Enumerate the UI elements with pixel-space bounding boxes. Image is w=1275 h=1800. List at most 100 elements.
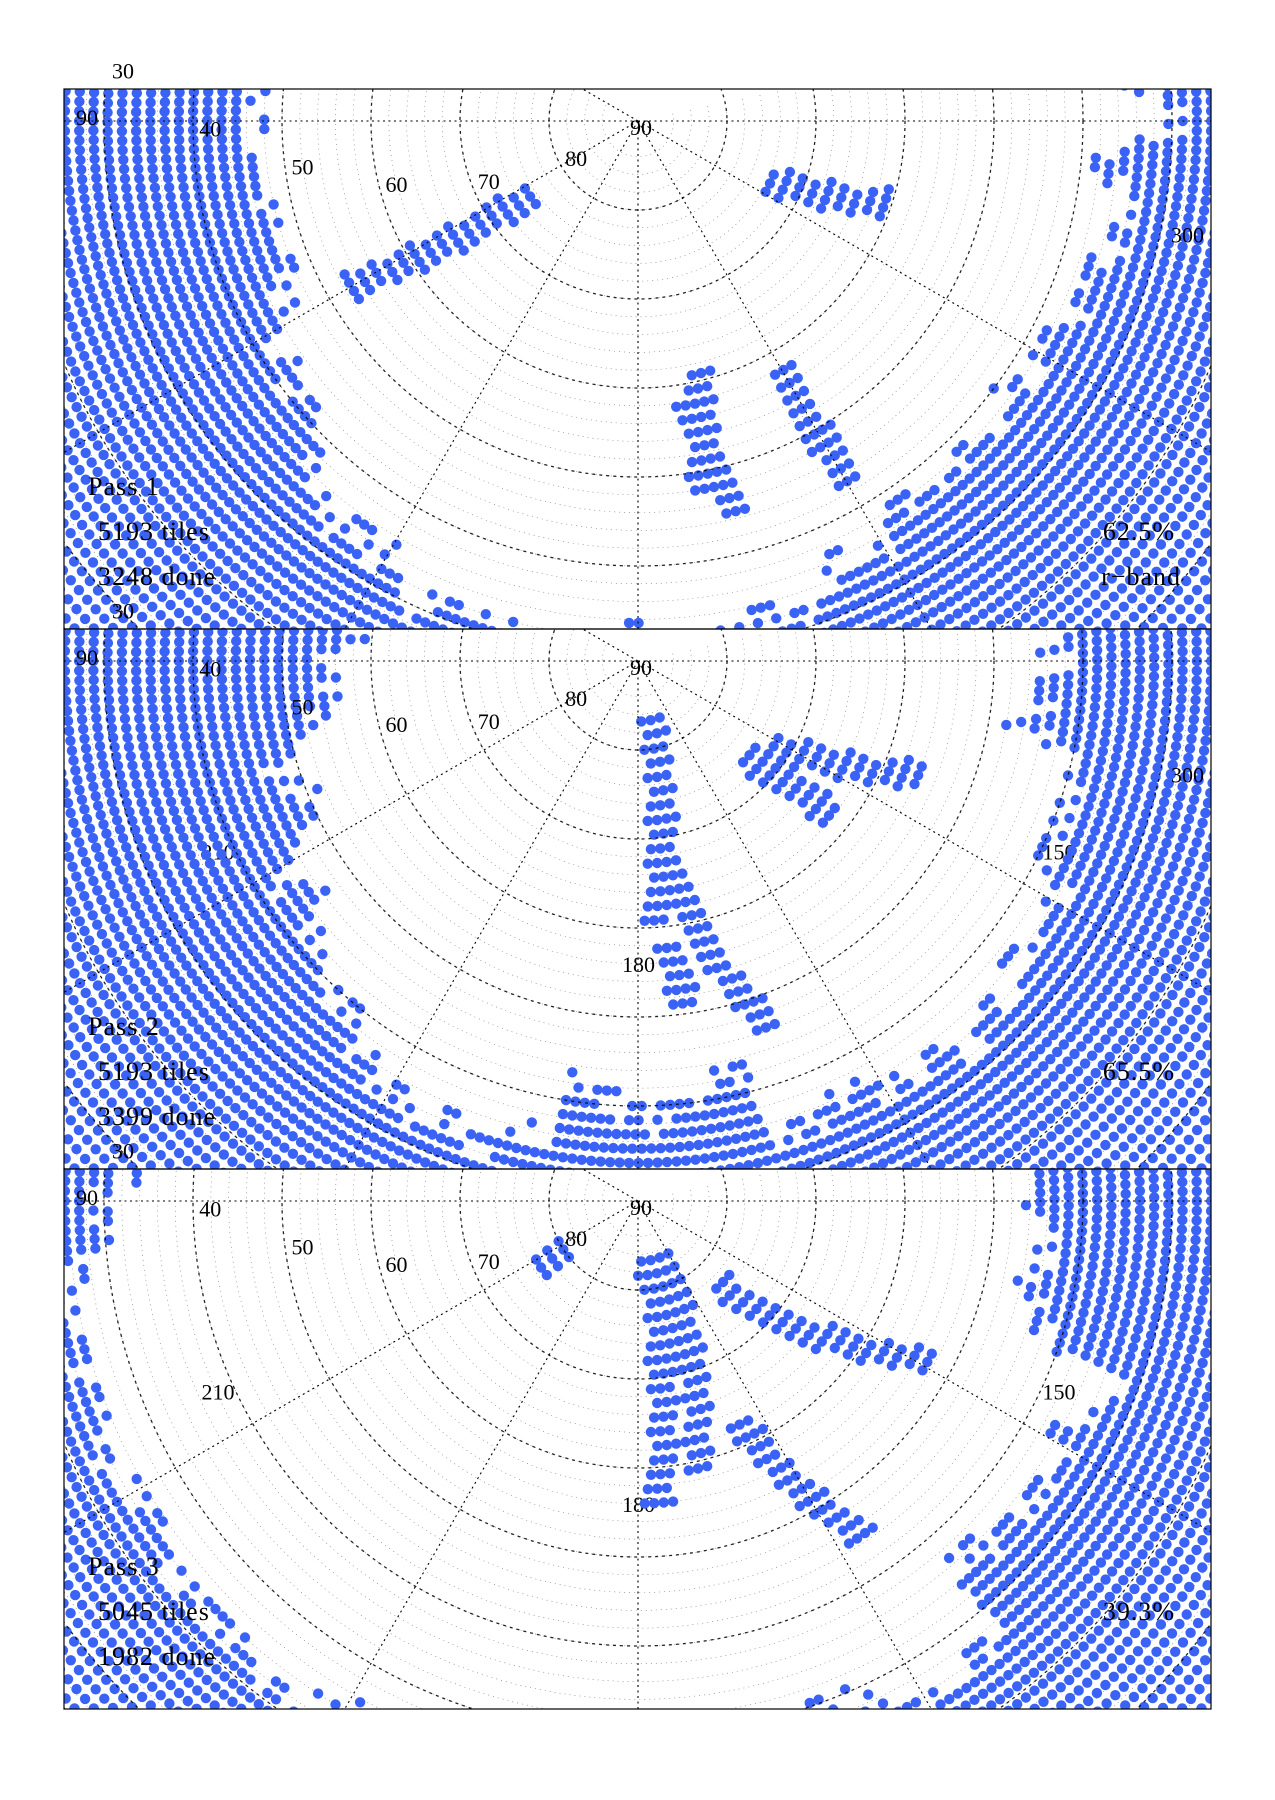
- tile-point: [601, 717, 611, 727]
- tile-point: [1225, 286, 1235, 296]
- tile-point: [873, 683, 883, 693]
- tile-point: [1175, 68, 1185, 78]
- tile-point: [1045, 802, 1055, 812]
- tile-point: [1156, 266, 1166, 276]
- tile-point: [91, 604, 101, 614]
- tile-point: [1227, 210, 1237, 220]
- tile-point: [953, 835, 963, 845]
- tile-point: [1234, 116, 1244, 126]
- tile-point: [119, 401, 129, 411]
- tile-point: [47, 662, 57, 672]
- tile-point: [1017, 685, 1027, 695]
- tile-point: [165, 494, 175, 504]
- tile-point: [643, 703, 653, 713]
- tile-point: [1204, 347, 1214, 357]
- tile-point: [942, 697, 952, 707]
- tile-point: [432, 817, 442, 827]
- tile-point: [78, 184, 88, 194]
- tile-point: [420, 858, 430, 868]
- tile-point: [1012, 773, 1022, 783]
- tile-point: [14, 445, 24, 455]
- tile-point: [944, 614, 954, 624]
- tile-point: [52, 272, 62, 282]
- tile-point: [407, 704, 417, 714]
- tile-point: [1154, 495, 1164, 505]
- tile-point: [164, 618, 174, 628]
- tile-point: [623, 689, 633, 699]
- tile-point: [1209, 4, 1219, 14]
- tile-point: [1131, 427, 1141, 437]
- tile-point: [682, 673, 692, 683]
- tile-point: [86, 0, 96, 10]
- tile-point: [863, 868, 873, 878]
- tile-point: [508, 617, 518, 627]
- tile-point: [511, 690, 521, 700]
- tile-point: [44, 593, 54, 603]
- tile-point: [504, 849, 514, 859]
- tile-point: [969, 615, 979, 625]
- tile-point: [62, 66, 72, 76]
- tile-point: [1267, 4, 1275, 14]
- tile-point: [1003, 626, 1013, 636]
- tile-point: [134, 59, 144, 69]
- tile-point: [1076, 544, 1086, 554]
- tile-point: [640, 632, 650, 642]
- tile-point: [689, 758, 699, 768]
- tile-point: [147, 602, 157, 612]
- tile-point: [1238, 336, 1248, 346]
- tile-point: [192, 605, 202, 615]
- tile-point: [1019, 785, 1029, 795]
- tile-point: [1148, 548, 1158, 558]
- tile-point: [523, 895, 533, 905]
- tile-point: [245, 612, 255, 622]
- tile-point: [1264, 609, 1274, 619]
- tile-point: [1016, 754, 1026, 764]
- tile-point: [742, 678, 752, 688]
- tile-point: [377, 691, 387, 701]
- tile-point: [894, 873, 904, 883]
- tile-point: [117, 126, 127, 136]
- tile-point: [518, 706, 528, 716]
- tile-point: [60, 613, 70, 623]
- tile-point: [13, 293, 23, 303]
- tile-point: [102, 398, 112, 408]
- tile-point: [371, 797, 381, 807]
- tile-point: [331, 827, 341, 837]
- tile-point: [535, 911, 545, 921]
- tile-point: [515, 720, 525, 730]
- tile-point: [929, 672, 939, 682]
- tile-point: [864, 717, 874, 727]
- tile-point: [375, 644, 385, 654]
- tile-point: [1139, 385, 1149, 395]
- tile-point: [425, 756, 435, 766]
- tile-point: [1054, 764, 1064, 774]
- tile-point: [1145, 179, 1155, 189]
- tile-point: [1103, 169, 1113, 179]
- tile-point: [947, 759, 957, 769]
- tile-point: [843, 725, 853, 735]
- tile-point: [1009, 823, 1019, 833]
- tile-point: [49, 54, 59, 64]
- tile-point: [56, 4, 66, 14]
- tile-point: [600, 745, 610, 755]
- tile-point: [58, 565, 68, 575]
- tile-point: [84, 395, 94, 405]
- tile-point: [113, 221, 123, 231]
- tile-point: [174, 608, 184, 618]
- tile-point: [10, 214, 20, 224]
- tile-point: [510, 647, 520, 657]
- tile-point: [342, 801, 352, 811]
- tile-point: [98, 450, 108, 460]
- tile-point: [1125, 436, 1135, 446]
- tile-point: [47, 157, 57, 167]
- tile-point: [0, 183, 2, 193]
- tile-point: [254, 619, 264, 629]
- tile-point: [838, 712, 848, 722]
- tile-point: [727, 883, 737, 893]
- tile-point: [1156, 349, 1166, 359]
- tile-point: [491, 686, 501, 696]
- tile-point: [84, 326, 94, 336]
- tile-point: [969, 699, 979, 709]
- tile-point: [77, 255, 87, 265]
- tile-point: [453, 838, 463, 848]
